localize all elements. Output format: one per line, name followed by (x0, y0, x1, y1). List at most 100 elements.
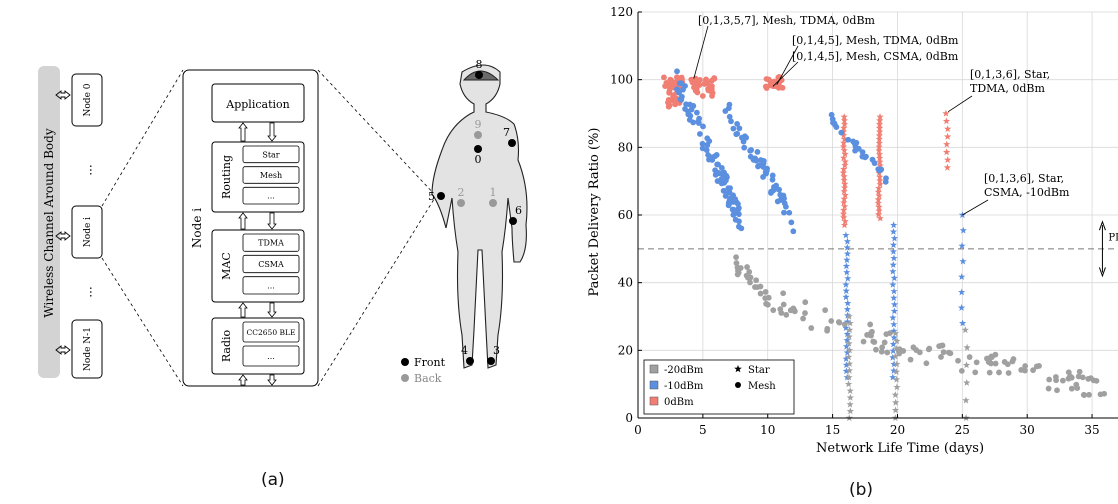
layer-0-option-1 (242, 166, 300, 184)
channel-label: Wireless Channel Around Body (42, 128, 56, 317)
point-m20dBm-star-544 (846, 326, 854, 334)
point-0dBm-star-111 (839, 210, 848, 217)
point-m10dBm-star-351 (843, 336, 851, 344)
point-m10dBm-mesh-250 (725, 202, 732, 209)
point-m10dBm-mesh-190 (693, 109, 700, 116)
point-m20dBm-star-548 (891, 406, 900, 414)
point-m10dBm-mesh-326 (859, 149, 866, 156)
point-m10dBm-star-348 (842, 355, 850, 362)
point-0dBm-star-172 (942, 117, 951, 125)
point-0dBm-star-171 (944, 125, 952, 132)
sensor-points: 8 9 0 7 5 2 1 6 4 3 (428, 58, 522, 365)
node-i-label: Node i (83, 217, 93, 247)
point-m20dBm-star-557 (893, 337, 901, 345)
protocol-layers: Routing Star Mesh... MAC TDMA CSMA... Radio CC2… (211, 141, 305, 375)
point-m10dBm-mesh-316 (763, 167, 770, 174)
point-m10dBm-star-396 (958, 273, 966, 280)
point-m20dBm-mesh-483 (1093, 377, 1100, 384)
point-m20dBm-mesh-511 (1005, 370, 1012, 376)
axes: 0 5 10 15 20 25 30 35 0 20 40 60 80 100 120 (610, 5, 1118, 437)
y-tick-label-5: 100 (610, 73, 633, 87)
channel-node-arrows (55, 90, 71, 355)
sensor-label-0: 0 (475, 153, 482, 166)
point-m20dBm-mesh-449 (752, 284, 758, 290)
point-m10dBm-star-378 (889, 314, 897, 321)
point-m10dBm-mesh-208 (714, 161, 721, 168)
legend-power-label-2: 0dBm (664, 397, 694, 408)
point-m10dBm-mesh-218 (729, 206, 736, 213)
legend-front-label: Front (414, 356, 446, 369)
point-m20dBm-star-536 (845, 380, 853, 388)
point-m10dBm-star-393 (959, 319, 967, 327)
point-0dBm-mesh-84 (703, 77, 709, 84)
y-axis-label: Packet Delivery Ratio (%) (587, 128, 602, 297)
point-m10dBm-mesh-238 (678, 80, 685, 87)
layer-arrow-2-down (267, 302, 277, 318)
legend-back-marker (401, 374, 409, 382)
point-m20dBm-star-556 (892, 345, 900, 352)
legend-front-marker (401, 358, 409, 366)
point-0dBm-mesh-0 (661, 74, 667, 81)
point-m10dBm-mesh-261 (727, 185, 733, 192)
point-m20dBm-star-541 (846, 346, 854, 354)
node-i-box: Node i (71, 205, 103, 259)
point-m20dBm-mesh-457 (996, 369, 1002, 376)
point-m20dBm-mesh-462 (744, 264, 750, 270)
point-m20dBm-star-552 (893, 375, 901, 383)
point-m10dBm-star-352 (843, 330, 851, 338)
point-m10dBm-mesh-265 (781, 209, 787, 216)
point-m20dBm-star-561 (963, 379, 971, 386)
point-m20dBm-star-546 (845, 312, 853, 320)
point-0dBm-star-156 (875, 146, 883, 154)
point-m10dBm-mesh-338 (878, 166, 885, 173)
point-m10dBm-mesh-228 (705, 152, 712, 158)
point-0dBm-star-160 (875, 131, 883, 139)
point-m20dBm-mesh-489 (916, 349, 923, 356)
legend-topology-label-0: Star (748, 365, 770, 376)
point-m10dBm-star-369 (889, 373, 897, 381)
point-m10dBm-mesh-340 (883, 175, 889, 182)
point-0dBm-star-163 (875, 120, 884, 128)
point-m10dBm-star-386 (889, 261, 897, 268)
point-m20dBm-mesh-530 (864, 332, 870, 338)
point-0dBm-star-140 (875, 207, 883, 214)
point-m10dBm-mesh-314 (741, 144, 748, 151)
layer-arrow-1-up (238, 212, 248, 230)
point-0dBm-star-166 (943, 163, 951, 171)
point-m10dBm-star-347 (842, 361, 850, 369)
point-m20dBm-star-533 (846, 400, 854, 408)
annotation-0: [0,1,3,5,7], Mesh, TDMA, 0dBm (698, 14, 876, 27)
point-m20dBm-mesh-494 (1036, 362, 1042, 369)
point-m20dBm-mesh-469 (808, 325, 815, 331)
point-m10dBm-star-373 (889, 347, 897, 354)
point-m20dBm-mesh-453 (836, 319, 843, 326)
layer-2-option-1 (242, 345, 300, 367)
point-m20dBm-mesh-433 (992, 360, 999, 367)
point-0dBm-mesh-99 (763, 76, 770, 82)
point-m10dBm-star-375 (890, 333, 898, 341)
point-m20dBm-star-539 (845, 360, 854, 367)
point-0dBm-mesh-26 (673, 74, 680, 81)
x-tick-label-7: 35 (1084, 423, 1099, 437)
point-m20dBm-mesh-425 (867, 321, 874, 328)
point-m10dBm-mesh-298 (750, 156, 757, 163)
layer-arrow-3-up (238, 374, 248, 386)
point-m10dBm-star-368 (842, 231, 850, 239)
point-0dBm-mesh-81 (705, 85, 712, 92)
point-0dBm-star-122 (839, 169, 847, 176)
sensor-label-9: 9 (475, 118, 482, 131)
point-m20dBm-mesh-482 (733, 260, 740, 266)
point-0dBm-mesh-52 (665, 103, 672, 110)
point-m20dBm-mesh-518 (887, 330, 893, 337)
point-m20dBm-mesh-402 (923, 360, 930, 367)
point-m10dBm-mesh-251 (738, 225, 745, 232)
point-m20dBm-mesh-432 (1022, 363, 1029, 369)
sensor-point-5 (437, 192, 445, 200)
point-m10dBm-mesh-286 (734, 130, 741, 137)
point-m20dBm-star-538 (845, 366, 854, 374)
point-m10dBm-mesh-257 (703, 147, 710, 153)
point-m20dBm-mesh-439 (938, 342, 945, 349)
point-0dBm-mesh-107 (763, 85, 770, 91)
x-tick-label-1: 5 (699, 423, 707, 437)
point-0dBm-mesh-85 (709, 89, 716, 96)
